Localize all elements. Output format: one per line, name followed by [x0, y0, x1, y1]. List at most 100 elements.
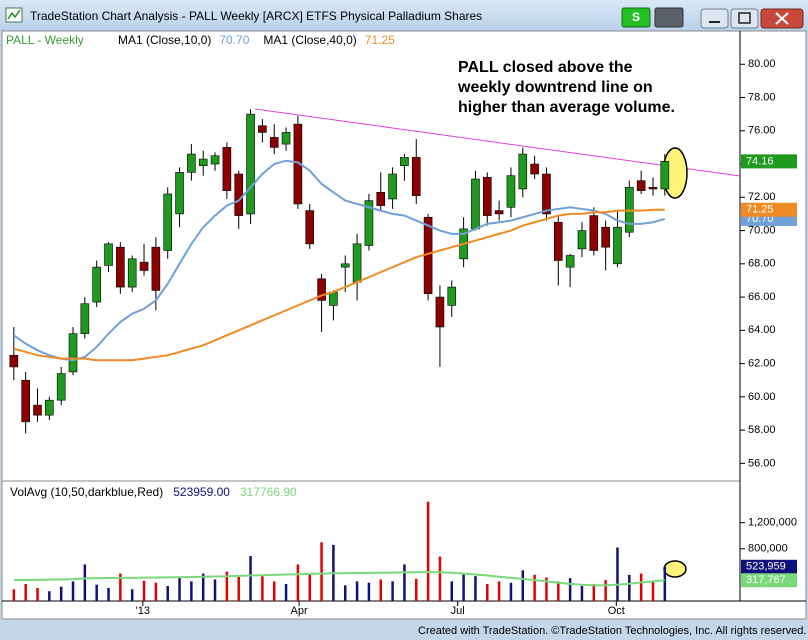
volume-legend-title: VolAvg (10,50,darkblue,Red) — [10, 485, 163, 499]
app-icon-line — [7, 9, 21, 20]
candle-body — [494, 210, 504, 215]
candle-body — [648, 187, 658, 190]
candle-body — [340, 263, 350, 268]
y-tick-label: 56.00 — [748, 457, 776, 469]
candle-body — [116, 246, 125, 288]
legend-entry: MA1 (Close,10,0) — [118, 33, 211, 47]
candle-body — [482, 177, 492, 216]
y-tick-label: 76.00 — [748, 125, 776, 137]
candle-body — [56, 373, 66, 401]
annotation: weekly downtrend line on — [457, 79, 653, 96]
candle-body — [388, 173, 397, 200]
symbol-button-label[interactable]: S — [632, 10, 640, 24]
candle-body — [127, 258, 137, 288]
legend-value: 71.25 — [365, 33, 395, 47]
candle-body — [104, 243, 113, 266]
legend-value: 70.70 — [219, 33, 249, 47]
plot: 56.00 58.00 60.00 62.00 64.00 66.00 68.00 70.00… — [9, 58, 797, 617]
candle-body — [234, 173, 244, 216]
candle-body — [613, 226, 622, 265]
candle-body — [222, 147, 232, 191]
x-tick-label: Apr — [291, 605, 308, 617]
y-tick-label: 60.00 — [748, 391, 776, 403]
symbol-button[interactable] — [621, 7, 651, 28]
candle-body — [305, 210, 315, 245]
candle-body — [601, 226, 610, 248]
annotation: higher than average volume. — [458, 99, 675, 116]
candle-body — [447, 286, 457, 306]
minimize-button[interactable] — [700, 8, 729, 29]
candle-body — [9, 354, 19, 368]
x-tick-label: Oct — [608, 605, 625, 617]
price-legend-title: PALL - Weekly — [6, 33, 84, 47]
y-tick-label: 72.00 — [748, 191, 776, 203]
candle-body — [187, 153, 196, 173]
window-title: TradeStation Chart Analysis - PALL Weekl… — [30, 9, 482, 23]
candle-body — [660, 161, 670, 190]
y-tick-label: 1,200,000 — [748, 517, 797, 529]
downtrend-line — [254, 108, 741, 177]
candle-body — [506, 175, 516, 208]
close-icon — [775, 12, 789, 25]
candle-body — [329, 291, 338, 306]
candle-body — [352, 243, 362, 283]
ma-value-label-box — [741, 202, 797, 217]
candle-body — [589, 215, 599, 251]
candle-body — [471, 178, 480, 230]
candle-body — [92, 266, 101, 303]
candle-body — [636, 180, 646, 191]
candle-body — [317, 278, 326, 301]
candle-body — [68, 333, 78, 373]
candle-body — [281, 132, 291, 145]
candle-body — [246, 113, 255, 215]
candle-body — [400, 157, 409, 166]
candle-body — [175, 172, 184, 215]
candle-body — [530, 163, 539, 175]
candle-body — [21, 379, 30, 423]
ma-line — [13, 159, 666, 362]
candle-body — [258, 125, 267, 133]
candle-body — [45, 399, 54, 416]
candle-body — [33, 404, 42, 416]
x-tick-label: '13 — [136, 605, 150, 617]
candle-body — [435, 296, 445, 328]
y-tick-label: 78.00 — [748, 91, 776, 103]
annotation: PALL closed above the — [458, 59, 633, 76]
y-tick-label: 70.00 — [748, 224, 776, 236]
y-tick-label: 64.00 — [748, 324, 776, 336]
candle-body — [80, 303, 90, 334]
volume-average-label: 317,767 — [746, 574, 786, 586]
candle-body — [565, 255, 575, 268]
candle-body — [364, 200, 374, 246]
legend-value: 317766.90 — [240, 485, 297, 499]
candle-body — [518, 153, 528, 190]
legend-value: 523959.00 — [173, 485, 230, 499]
volume-label: 523,959 — [746, 561, 786, 573]
candle-body — [411, 157, 421, 196]
y-tick-label: 62.00 — [748, 357, 776, 369]
y-tick-label: 66.00 — [748, 291, 776, 303]
candle-body — [542, 173, 551, 215]
candle-body — [269, 137, 279, 148]
candle-body — [553, 221, 563, 261]
chart-area — [1, 30, 807, 620]
candle-body — [151, 246, 161, 291]
maximize-button[interactable] — [730, 8, 759, 29]
maximize-icon — [738, 12, 751, 24]
ma-value-label: 71.25 — [746, 204, 774, 216]
ma-line — [13, 208, 665, 362]
footer: Created with TradeStation. ©TradeStation… — [418, 625, 806, 637]
highlight-ellipse — [663, 560, 687, 578]
candle-body — [210, 155, 220, 165]
candle-body — [163, 193, 173, 251]
insert-button[interactable] — [654, 7, 684, 28]
candle-body — [577, 230, 587, 250]
volume-average-line — [13, 571, 665, 587]
y-tick-label: 58.00 — [748, 424, 776, 436]
y-tick-label: 80.00 — [748, 58, 776, 70]
candle-body — [198, 158, 208, 166]
y-tick-label: 800,000 — [748, 543, 788, 555]
volume-label-box — [741, 559, 797, 574]
volume-average-label-box — [741, 573, 797, 588]
